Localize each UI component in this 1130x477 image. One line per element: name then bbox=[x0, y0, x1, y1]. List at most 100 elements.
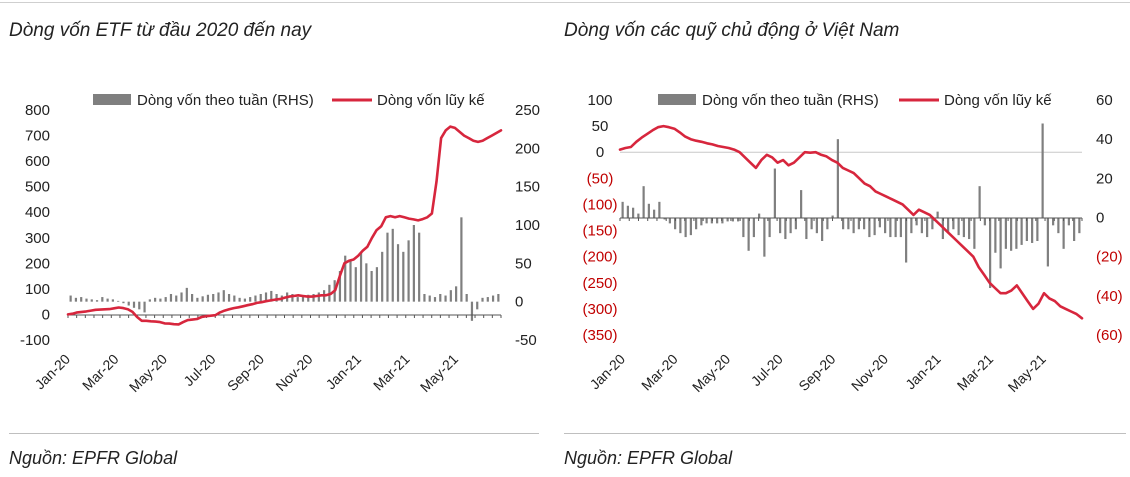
cumulative-flow-line bbox=[618, 124, 1084, 320]
weekly-flow-bar bbox=[90, 299, 93, 302]
weekly-flow-bar bbox=[878, 217, 881, 228]
y-left-tick-label: 100 bbox=[587, 92, 612, 109]
weekly-flow-bar bbox=[794, 217, 797, 230]
legend-line-label: Dòng vốn lũy kế bbox=[944, 92, 1052, 109]
weekly-flow-bar bbox=[632, 207, 635, 218]
legend-bar-label: Dòng vốn theo tuần (RHS) bbox=[137, 92, 314, 109]
weekly-flow-bar bbox=[726, 217, 729, 222]
y-left-tick-label: 400 bbox=[25, 204, 50, 221]
x-tick-label: May-21 bbox=[1005, 351, 1049, 395]
weekly-flow-bar bbox=[164, 297, 167, 302]
y-right-tick-label: (60) bbox=[1096, 327, 1123, 344]
weekly-flow-bar bbox=[1020, 217, 1023, 245]
weekly-flow-bar bbox=[291, 294, 294, 302]
y-right-tick-label: 0 bbox=[1096, 210, 1104, 227]
weekly-flow-bar bbox=[175, 295, 178, 302]
x-tick-label: Nov-20 bbox=[848, 351, 891, 394]
top-divider bbox=[0, 2, 1130, 3]
weekly-flow-bar bbox=[365, 263, 368, 302]
y-right-tick-label: -50 bbox=[515, 332, 537, 349]
weekly-flow-bar bbox=[275, 294, 278, 302]
weekly-flow-bar bbox=[810, 217, 813, 230]
weekly-flow-bar bbox=[626, 205, 629, 218]
weekly-flow-bar bbox=[127, 301, 130, 306]
weekly-flow-bar bbox=[238, 297, 241, 302]
weekly-flow-bar bbox=[1052, 217, 1055, 226]
weekly-flow-bar bbox=[695, 217, 698, 230]
weekly-flow-bar bbox=[249, 297, 252, 302]
legend-bar-swatch bbox=[658, 94, 696, 105]
weekly-flow-bar bbox=[154, 297, 157, 302]
legend-bar-label: Dòng vốn theo tuần (RHS) bbox=[702, 92, 879, 109]
weekly-flow-bar bbox=[821, 217, 824, 241]
weekly-flow-bar bbox=[455, 286, 458, 302]
legend-bar-swatch bbox=[93, 94, 131, 105]
weekly-flow-bar bbox=[1073, 217, 1076, 241]
y-left-tick-label: 800 bbox=[25, 102, 50, 119]
weekly-flow-bar bbox=[742, 217, 745, 238]
x-tick-label: May-20 bbox=[689, 351, 733, 395]
weekly-flow-bar bbox=[857, 217, 860, 230]
weekly-flow-bar bbox=[185, 287, 188, 302]
y-left-tick-label: -100 bbox=[20, 332, 50, 349]
weekly-flow-bar bbox=[190, 294, 194, 302]
y-left-tick-label: 300 bbox=[25, 230, 50, 247]
weekly-flow-bar bbox=[1078, 217, 1081, 234]
weekly-flow-bar bbox=[402, 251, 405, 302]
weekly-flow-bar bbox=[143, 301, 146, 313]
weekly-flow-bar bbox=[1046, 217, 1049, 267]
weekly-flow-bar bbox=[491, 295, 495, 302]
weekly-flow-bar bbox=[899, 217, 902, 238]
weekly-flow-bar bbox=[381, 251, 384, 302]
weekly-flow-bar bbox=[307, 294, 310, 302]
weekly-flow-bar bbox=[138, 301, 141, 310]
y-left-tick-label: (300) bbox=[582, 301, 617, 318]
weekly-flow-bar bbox=[689, 217, 692, 236]
y-left-tick-label: 0 bbox=[42, 306, 50, 323]
weekly-flow-bar bbox=[264, 292, 268, 302]
y-right-tick-label: 40 bbox=[1096, 131, 1113, 148]
y-right-tick-label: 20 bbox=[1096, 170, 1113, 187]
weekly-flow-bar bbox=[679, 217, 682, 234]
y-left-tick-label: (350) bbox=[582, 327, 617, 344]
weekly-flow-bar bbox=[1062, 217, 1065, 249]
weekly-flow-bar bbox=[180, 292, 183, 302]
x-tick-label: Mar-21 bbox=[954, 351, 997, 394]
weekly-flow-bar bbox=[470, 301, 474, 321]
weekly-flow-bar bbox=[962, 217, 965, 238]
weekly-flow-bar bbox=[396, 244, 400, 302]
y-left-tick-label: (250) bbox=[582, 275, 617, 292]
legend-line-label: Dòng vốn lũy kế bbox=[377, 92, 485, 109]
weekly-flow-bar bbox=[80, 297, 83, 302]
right-bottom-divider bbox=[564, 433, 1126, 434]
weekly-flow-bar bbox=[497, 294, 500, 302]
weekly-flow-bar bbox=[338, 271, 342, 302]
weekly-flow-bar bbox=[968, 217, 971, 240]
left-chart-title: Dòng vốn ETF từ đầu 2020 đến nay bbox=[9, 20, 312, 41]
weekly-flow-bar bbox=[763, 217, 766, 257]
weekly-flow-bar bbox=[863, 217, 866, 230]
weekly-flow-bar bbox=[1031, 217, 1034, 243]
weekly-flow-bar bbox=[1041, 123, 1044, 218]
weekly-flow-bar bbox=[989, 217, 992, 288]
weekly-flow-bar bbox=[973, 217, 976, 249]
weekly-flow-bar bbox=[805, 217, 808, 240]
weekly-flow-bar bbox=[439, 294, 442, 302]
weekly-flow-bar bbox=[936, 211, 939, 218]
weekly-flow-bar bbox=[359, 251, 363, 302]
weekly-flow-bar bbox=[926, 217, 929, 238]
weekly-flow-bar bbox=[952, 217, 955, 230]
weekly-flow-bar bbox=[758, 213, 761, 218]
weekly-flow-bar bbox=[905, 217, 908, 263]
left-source-note: Nguồn: EPFR Global bbox=[9, 448, 178, 468]
weekly-flow-bar bbox=[196, 297, 199, 302]
y-left-tick-label: (150) bbox=[582, 223, 617, 240]
weekly-flow-bar bbox=[212, 294, 215, 302]
weekly-flow-bar bbox=[349, 259, 352, 302]
weekly-flow-bar bbox=[465, 294, 468, 302]
weekly-flow-bar bbox=[747, 217, 750, 251]
weekly-flow-bar bbox=[789, 217, 792, 234]
y-left-tick-label: 600 bbox=[25, 153, 50, 170]
